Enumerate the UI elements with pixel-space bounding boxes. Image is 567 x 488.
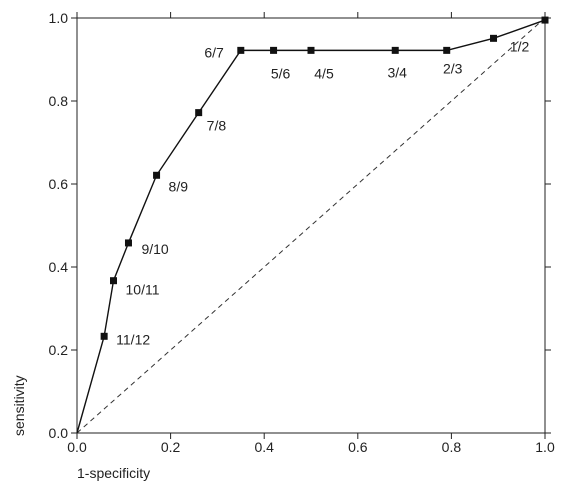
point-labels: 11/12 10/11 9/10 8/9 7/8 6/7 5/6 4/5 3/4 2/3 1/2	[116, 38, 529, 347]
roc-point-marker	[195, 109, 203, 117]
roc-point-label: 10/11	[126, 282, 160, 298]
roc-point-label: 7/8	[207, 118, 227, 134]
x-tick-label: 0.0	[67, 439, 87, 455]
y-tick-label: 0.2	[49, 342, 69, 358]
x-tick-label: 0.6	[348, 439, 368, 455]
y-tick-label: 0.0	[49, 425, 69, 441]
roc-point-marker	[541, 16, 549, 24]
y-tick-label: 1.0	[49, 10, 69, 26]
roc-point-marker	[237, 46, 245, 54]
roc-point-label: 3/4	[388, 64, 408, 80]
roc-point-label: 8/9	[169, 178, 189, 194]
roc-point-marker	[110, 277, 118, 285]
roc-point-label: 2/3	[443, 60, 463, 76]
roc-point-label: 9/10	[141, 241, 168, 257]
roc-point-marker	[124, 239, 132, 247]
roc-point-label: 6/7	[204, 44, 224, 60]
plot-border	[76, 17, 546, 434]
plot-frame	[76, 17, 546, 434]
roc-point-marker	[443, 46, 451, 54]
roc-series	[76, 16, 549, 434]
y-tick-label: 0.6	[49, 176, 69, 192]
roc-point-label: 5/6	[271, 65, 291, 81]
x-axis-title: 1-specificity	[77, 465, 150, 481]
roc-point-marker	[270, 46, 278, 54]
x-tick-label: 0.8	[442, 439, 462, 455]
x-tick-label: 0.4	[254, 439, 274, 455]
roc-point-label: 4/5	[314, 65, 334, 81]
reference-diagonal	[76, 17, 546, 434]
roc-point-marker	[307, 46, 315, 54]
roc-point-label: 1/2	[510, 38, 530, 54]
diagonal-reference-line	[76, 17, 546, 434]
x-tick-label: 1.0	[535, 439, 555, 455]
y-tick-label: 0.8	[49, 93, 69, 109]
axis-ticks: 0.0 0.2 0.4 0.6 0.8 1.0 0.0 0.2 0.4 0.6 0.8 1.0	[49, 10, 555, 455]
roc-point-marker	[100, 332, 108, 340]
y-tick-label: 0.4	[49, 259, 69, 275]
roc-point-marker	[391, 46, 399, 54]
roc-point-label: 11/12	[116, 331, 150, 347]
y-axis-title: sensitivity	[11, 375, 27, 436]
roc-point-marker	[153, 171, 161, 179]
x-tick-label: 0.2	[161, 439, 181, 455]
roc-point-marker	[490, 34, 498, 42]
